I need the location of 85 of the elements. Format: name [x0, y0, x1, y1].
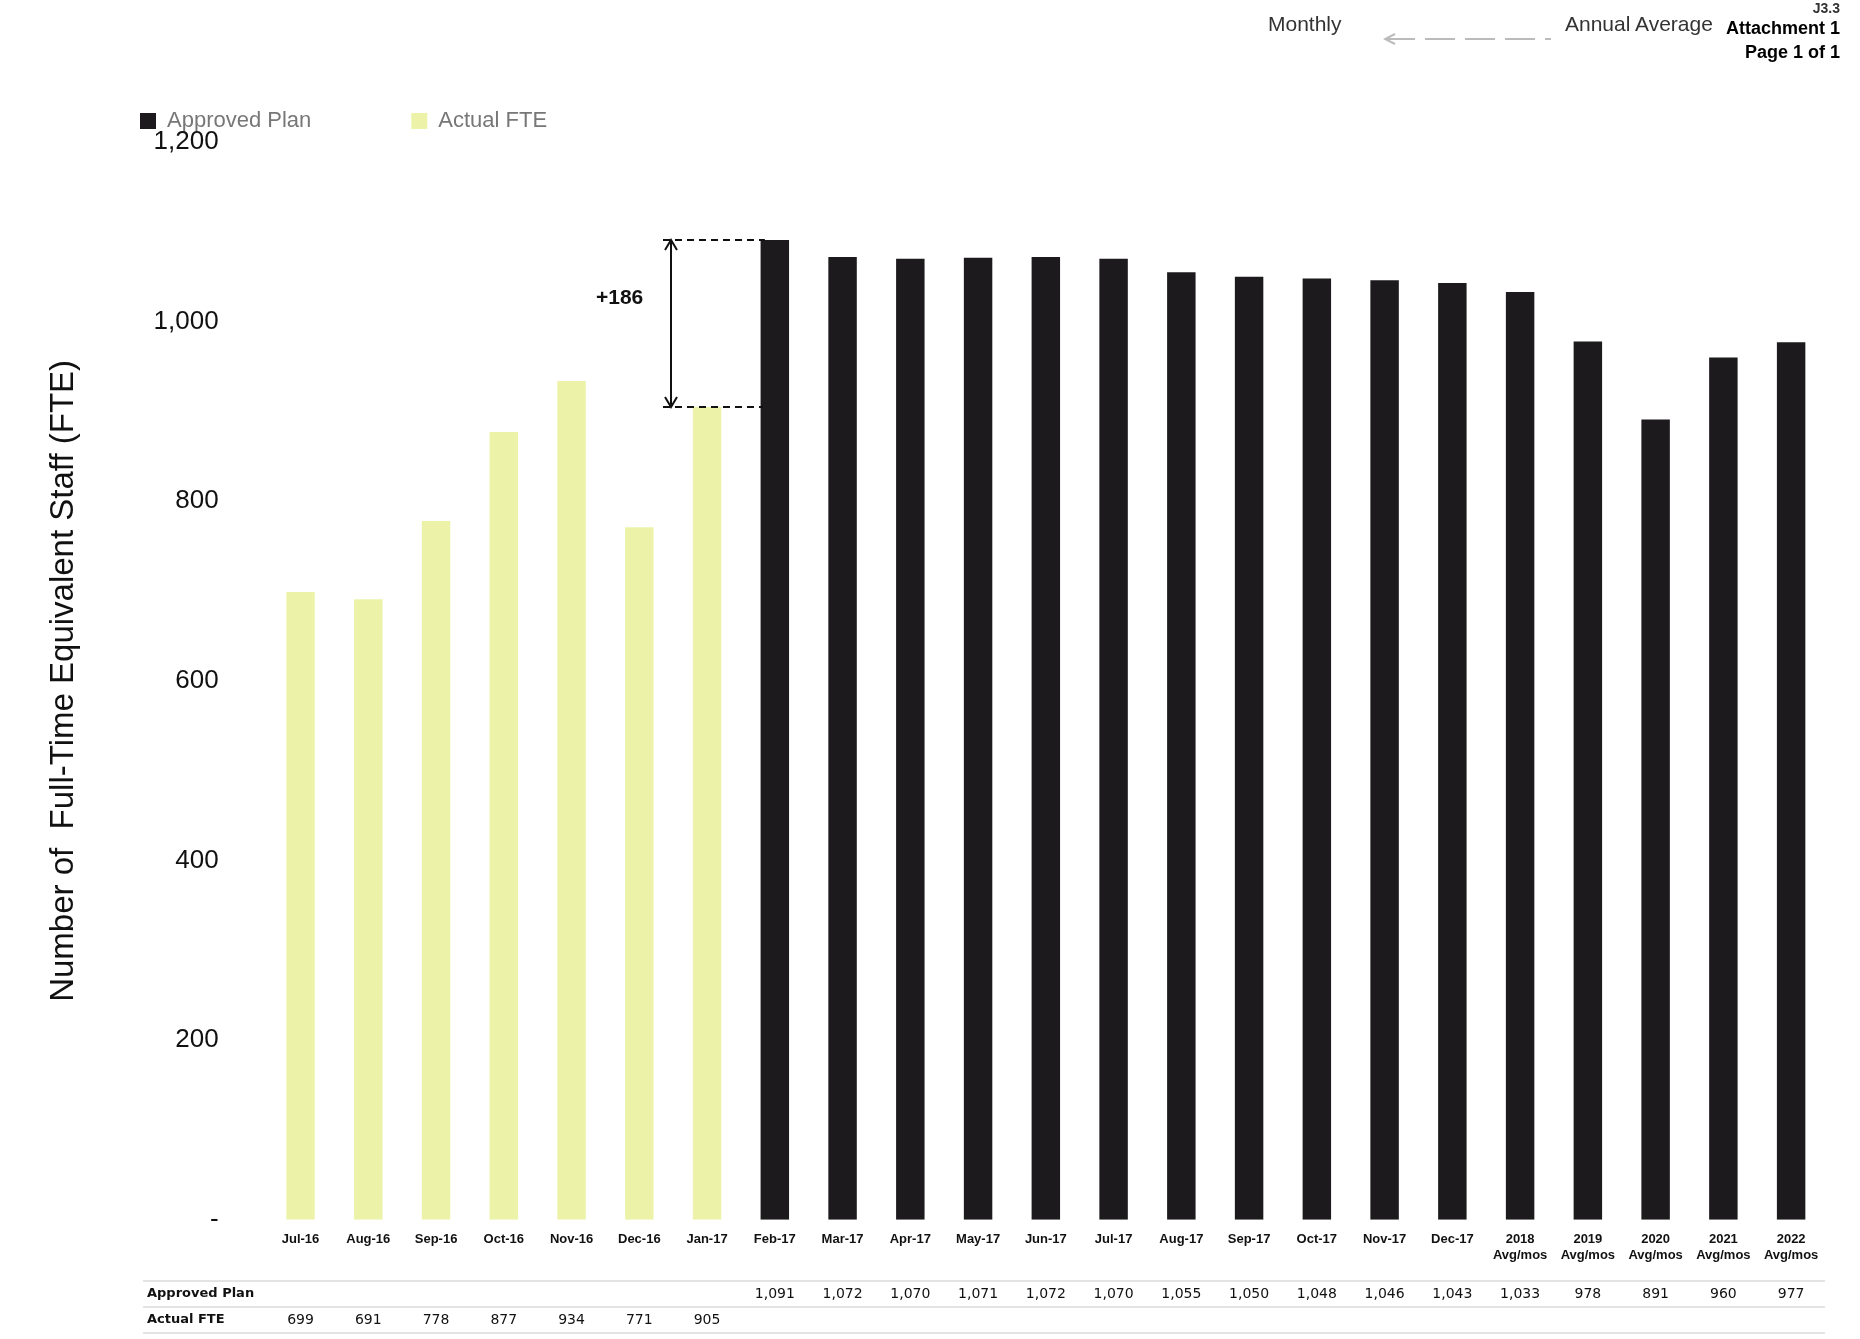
bar — [1099, 258, 1128, 1220]
x-tick-label: Oct-16 — [483, 1231, 525, 1247]
data-label: 978 — [1574, 1284, 1602, 1301]
x-tick-label: Dec-16 — [617, 1231, 661, 1247]
text: Annual Average — [1565, 12, 1713, 36]
bar — [286, 591, 315, 1220]
bar — [1031, 256, 1061, 1220]
data-label: 1,070 — [890, 1284, 931, 1301]
data-label: 1,091 — [754, 1284, 795, 1301]
text: Page 1 of 1 — [1744, 42, 1840, 63]
x-tick-label: Jun-17 — [1024, 1231, 1067, 1247]
x-tick-label: Oct-17 — [1296, 1231, 1338, 1247]
x-tick-label: Apr-17 — [889, 1231, 931, 1247]
y-tick-label: - — [209, 1202, 219, 1233]
x-tick-label: Aug-17 — [1159, 1231, 1204, 1247]
bar — [1573, 341, 1603, 1220]
x-tick-label: Mar-17 — [821, 1231, 864, 1247]
data-label: 699 — [287, 1310, 314, 1327]
x-tick-label: May-17 — [956, 1231, 1001, 1247]
x-tick-label: Sep-17 — [1227, 1231, 1271, 1247]
y-tick-label: 400 — [175, 843, 219, 874]
bar — [828, 256, 857, 1220]
x-tick-label: Nov-17 — [1362, 1231, 1407, 1247]
x-tick-label: Jul-17 — [1094, 1231, 1133, 1247]
bar — [1641, 419, 1670, 1220]
data-label: 1,071 — [958, 1284, 999, 1301]
data-label: 1,055 — [1161, 1284, 1202, 1301]
bar — [354, 599, 383, 1220]
text: Actual FTE — [147, 1311, 225, 1327]
bar — [760, 239, 790, 1220]
x-tick-label: 2021 Avg/mos — [1696, 1231, 1751, 1262]
x-tick-label: 2019 Avg/mos — [1560, 1231, 1616, 1262]
bar — [1167, 272, 1196, 1220]
bar — [1302, 278, 1332, 1220]
text: Approved Plan — [147, 1285, 255, 1301]
data-label: 1,043 — [1432, 1284, 1473, 1301]
y-tick-label: 800 — [175, 484, 219, 515]
data-label: 771 — [625, 1310, 653, 1327]
data-label: 1,070 — [1093, 1284, 1134, 1301]
legend-label: Actual FTE — [438, 107, 548, 133]
data-label: 905 — [693, 1310, 721, 1327]
text: J3.3 — [1812, 0, 1840, 16]
y-tick-label: 1,000 — [153, 304, 219, 335]
y-tick-label: 600 — [175, 664, 219, 695]
bar — [1438, 283, 1467, 1220]
data-label: 977 — [1777, 1284, 1805, 1301]
y-axis-title: Number of Full-Time Equivalent Staff (FTE) — [42, 359, 80, 1002]
text: Attachment 1 — [1725, 18, 1840, 39]
bar — [557, 380, 586, 1220]
data-label: 1,048 — [1296, 1284, 1337, 1301]
x-tick-label: Feb-17 — [753, 1231, 796, 1247]
bar — [625, 527, 654, 1220]
x-tick-label: Jan-17 — [686, 1231, 728, 1247]
data-label: 1,072 — [1025, 1284, 1066, 1301]
x-tick-label: Aug-16 — [346, 1231, 391, 1247]
bar — [896, 258, 925, 1220]
data-label: 1,033 — [1500, 1284, 1541, 1301]
bar — [1234, 276, 1264, 1220]
data-label: 1,046 — [1364, 1284, 1405, 1301]
x-tick-label: Sep-16 — [414, 1231, 458, 1247]
data-label: 877 — [490, 1310, 518, 1327]
bar — [1505, 291, 1535, 1220]
data-label: 778 — [422, 1310, 450, 1327]
data-label: 1,072 — [822, 1284, 863, 1301]
bar — [1370, 280, 1399, 1220]
bar — [1776, 342, 1806, 1220]
x-tick-label: 2018 Avg/mos — [1492, 1231, 1548, 1262]
bar — [963, 257, 993, 1220]
text: Monthly — [1268, 12, 1342, 36]
y-tick-label: 200 — [175, 1023, 219, 1054]
bar — [1709, 357, 1738, 1220]
data-label: 891 — [1642, 1284, 1669, 1301]
annotation: +186 — [595, 284, 644, 309]
x-tick-label: Dec-17 — [1431, 1231, 1474, 1247]
bar — [692, 406, 722, 1220]
data-label: 1,050 — [1229, 1284, 1270, 1301]
x-tick-label: 2022 Avg/mos — [1763, 1231, 1819, 1262]
bar — [421, 521, 451, 1220]
data-label: 934 — [558, 1310, 585, 1327]
x-tick-label: Nov-16 — [549, 1231, 594, 1247]
x-tick-label: Jul-16 — [281, 1231, 320, 1247]
x-tick-label: 2020 Avg/mos — [1628, 1231, 1683, 1262]
bar — [489, 432, 519, 1220]
data-label: 960 — [1710, 1284, 1737, 1301]
data-label: 691 — [354, 1310, 382, 1327]
